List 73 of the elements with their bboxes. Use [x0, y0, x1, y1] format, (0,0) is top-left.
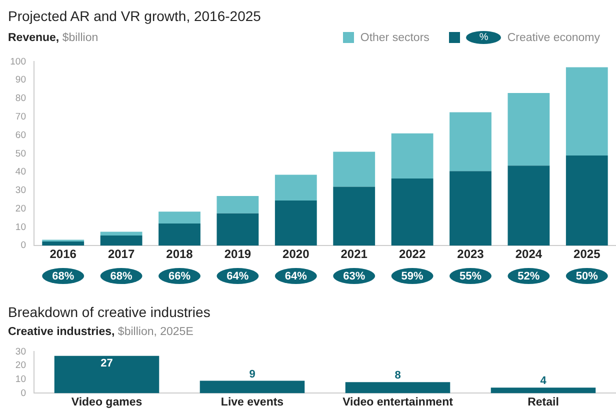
y-tick-label: 40 [15, 166, 26, 178]
chart-title: Projected AR and VR growth, 2016-2025 [8, 8, 261, 24]
y-axis-title: Creative industries, $billion, 2025E [8, 326, 194, 338]
bar [450, 171, 492, 246]
text: 59% [401, 270, 424, 283]
bar [42, 242, 84, 246]
text: % [466, 31, 502, 44]
bar [391, 178, 434, 246]
bar [100, 232, 142, 236]
x-tick-label: Video games [71, 396, 142, 408]
y-tick-label: 0 [20, 240, 26, 252]
y-tick-label: 100 [10, 56, 26, 68]
bar [158, 224, 200, 246]
x-tick-label: Live events [220, 396, 284, 408]
bar [333, 186, 376, 246]
text: 64% [226, 270, 249, 283]
text: 66% [168, 270, 191, 283]
bar [490, 388, 596, 394]
y-tick-label: 90 [15, 74, 26, 86]
bar [508, 166, 550, 246]
text: 55% [459, 270, 482, 283]
y-axis-title: Revenue, $billion [8, 32, 98, 44]
text: 63% [343, 270, 366, 283]
text: 68% [110, 270, 133, 283]
bar [333, 152, 376, 187]
bar [216, 213, 259, 246]
x-tick-label: 2022 [398, 247, 426, 262]
y-tick-label: 20 [15, 360, 26, 372]
data-label: 9 [249, 368, 256, 380]
text: 50% [576, 270, 598, 283]
y-tick-label: 20 [15, 203, 26, 214]
x-tick-label: 2020 [282, 247, 310, 262]
text: 52% [518, 270, 540, 283]
bar [54, 356, 160, 394]
y-tick-label: 30 [15, 185, 26, 196]
text: 64% [284, 270, 308, 283]
bar [100, 235, 142, 246]
y-tick-label: 50 [15, 148, 26, 160]
y-tick-label: 70 [15, 111, 26, 122]
bar [566, 67, 608, 156]
bar [274, 200, 317, 246]
text: 68% [52, 270, 74, 283]
legend-label: Creative economy [507, 32, 600, 44]
x-tick-label: 2024 [515, 247, 542, 262]
x-tick-label: 2025 [574, 247, 601, 262]
y-tick-label: 80 [15, 93, 26, 104]
legend-label: Other sectors [360, 32, 430, 44]
x-tick-label: Retail [528, 396, 559, 408]
bar [508, 92, 550, 166]
x-tick-label: 2016 [50, 247, 77, 262]
x-tick-label: 2018 [166, 247, 194, 262]
bar [450, 112, 492, 172]
bar [391, 133, 434, 178]
y-tick-label: 10 [15, 374, 26, 385]
data-label: 27 [100, 357, 113, 370]
bar [216, 196, 259, 214]
bar [158, 212, 200, 224]
bar [566, 155, 608, 246]
x-tick-label: 2023 [457, 247, 484, 262]
x-tick-label: 2021 [340, 247, 368, 262]
y-tick-label: 10 [15, 222, 26, 233]
data-label: 8 [394, 370, 401, 382]
x-tick-label: Video entertainment [342, 396, 454, 408]
data-label: 4 [540, 375, 548, 388]
y-tick-label: 0 [20, 388, 26, 399]
y-tick-label: 30 [15, 346, 26, 358]
bar [274, 174, 317, 201]
x-tick-label: 2019 [224, 247, 252, 262]
bar [345, 382, 450, 394]
bar [200, 380, 305, 394]
x-tick-label: 2017 [108, 247, 135, 262]
chart-title: Breakdown of creative industries [8, 304, 210, 320]
y-tick-label: 60 [15, 130, 26, 141]
